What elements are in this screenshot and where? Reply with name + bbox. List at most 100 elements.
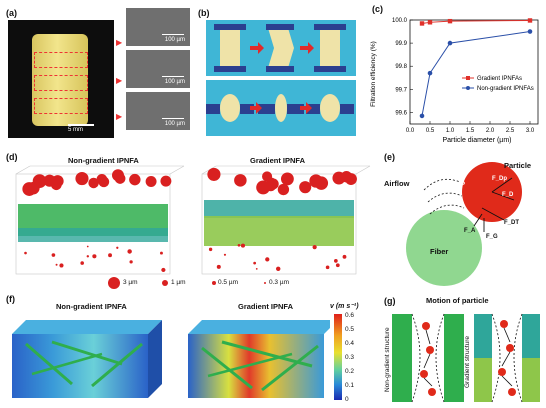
x-tick-label: 3.0: [526, 128, 535, 134]
particle-3um: [280, 172, 294, 186]
particle-small: [325, 265, 330, 270]
colorbar-tick: 0.6: [345, 312, 355, 319]
plot-frame: [409, 19, 539, 125]
particle-small: [129, 260, 133, 264]
particle-small: [92, 254, 97, 259]
legend-marker-05um: [212, 281, 216, 285]
data-point: [427, 70, 433, 76]
particle-3um: [43, 174, 56, 187]
colorbar-tick: 0.2: [345, 368, 355, 375]
particle-3um: [145, 176, 157, 188]
particle-small: [86, 255, 90, 258]
non-gradient-structure: [392, 313, 464, 403]
arrow-marker: ▶: [116, 38, 123, 47]
particle-3um: [129, 173, 141, 186]
force-label-fa: F_A: [464, 228, 476, 234]
zoom-box-3: [34, 98, 88, 114]
particle-small: [159, 251, 163, 255]
legend-label-05um: 0.5 µm: [218, 279, 239, 286]
panel-f-right-title: Gradient IPNFA: [238, 302, 294, 311]
particle-small: [216, 264, 221, 269]
particle-small: [116, 246, 119, 249]
force-label-fd: F_D: [502, 192, 514, 198]
y-tick-label: 99.9: [395, 41, 407, 47]
particle-small: [108, 253, 112, 258]
force-label-fdp: F_Dp: [492, 176, 507, 182]
particle-small: [334, 259, 338, 263]
panel-d-right-title: Gradient IPNFA: [250, 156, 306, 165]
non-gradient-volume: [15, 165, 185, 275]
colorbar-title: v (m s⁻¹): [330, 303, 359, 310]
panel-f-label: (f): [6, 294, 15, 304]
airflow-label: Airflow: [384, 179, 410, 188]
panel-f-left-title: Non-gradient IPNFA: [56, 302, 127, 311]
y-tick-label: 99.7: [395, 87, 407, 93]
particle-small: [161, 267, 166, 273]
panel-b-label: (b): [198, 8, 210, 18]
particle-small: [335, 263, 340, 268]
compression-photo-grid: [206, 20, 356, 136]
zoom-box-2: [34, 75, 88, 91]
aerogel-photo: 5 mm: [8, 20, 114, 138]
sem-image-3: 100 µm: [126, 92, 190, 130]
particle-motion-diagrams: [392, 313, 540, 403]
data-point: [527, 18, 533, 23]
fiber-label: Fiber: [430, 247, 448, 256]
particle-3um: [309, 174, 323, 188]
particle-3um: [234, 174, 247, 187]
particle-small: [59, 263, 64, 268]
arrow-marker: ▶: [116, 112, 123, 121]
particle-small: [342, 254, 347, 259]
particle-small: [312, 245, 317, 250]
y-tick-label: 99.8: [395, 64, 407, 70]
legend-marker-03um: [264, 282, 266, 284]
y-tick-label: 99.6: [395, 110, 407, 116]
panel-g-left-label: Non-gradient structure: [384, 327, 391, 392]
legend-label-03um: 0.3 µm: [269, 279, 290, 286]
particle-3um: [88, 177, 99, 189]
data-point: [527, 29, 533, 34]
particle-label: Particle: [504, 161, 531, 170]
panel-a-label: (a): [6, 8, 17, 18]
data-point: [427, 20, 433, 25]
y-axis-label: Filtration efficiency (%): [370, 41, 377, 107]
legend-label: Gradient IPNFAs: [477, 76, 522, 82]
panel-e-label: (e): [384, 152, 395, 162]
particle-3um: [96, 173, 108, 185]
data-point: [419, 21, 425, 26]
panel-c-label: (c): [372, 4, 383, 14]
particle-small: [237, 243, 241, 247]
legend-marker: [466, 86, 470, 90]
scale-bar: [68, 124, 94, 126]
legend-label-1um: 1 µm: [171, 279, 186, 286]
legend-label: Non-gradient IPNFAs: [477, 86, 534, 92]
particle-3um: [75, 171, 89, 186]
particle-small: [265, 257, 270, 262]
particle-3um: [114, 173, 126, 184]
particle-3um: [207, 167, 221, 181]
particle-small: [240, 243, 246, 248]
x-tick-label: 2.0: [486, 128, 495, 134]
data-point: [447, 18, 453, 24]
y-tick-label: 100.0: [392, 18, 408, 24]
x-tick-label: 0.0: [406, 128, 415, 134]
panel-d-label: (d): [6, 152, 18, 162]
particle-small: [255, 267, 258, 270]
legend-marker-3um: [108, 277, 120, 289]
particle-small: [51, 253, 56, 257]
particle-small: [55, 263, 58, 266]
x-tick-label: 0.5: [426, 128, 435, 134]
velocity-colorbar: [334, 314, 342, 400]
simulation-3d-views: [15, 165, 371, 275]
panel-g-label: (g): [384, 296, 396, 306]
particle-small: [208, 247, 213, 252]
non-gradient-flow: [12, 320, 162, 398]
sem-image-1: 100 µm: [126, 8, 190, 46]
gradient-flow: [188, 320, 330, 398]
particle-small: [253, 261, 257, 265]
x-axis-label: Particle diameter (µm): [443, 137, 512, 144]
x-tick-label: 2.5: [506, 128, 515, 134]
colorbar-tick: 0.3: [345, 354, 355, 361]
particle-3um: [28, 183, 40, 195]
force-label-fp: F_P: [454, 182, 465, 188]
